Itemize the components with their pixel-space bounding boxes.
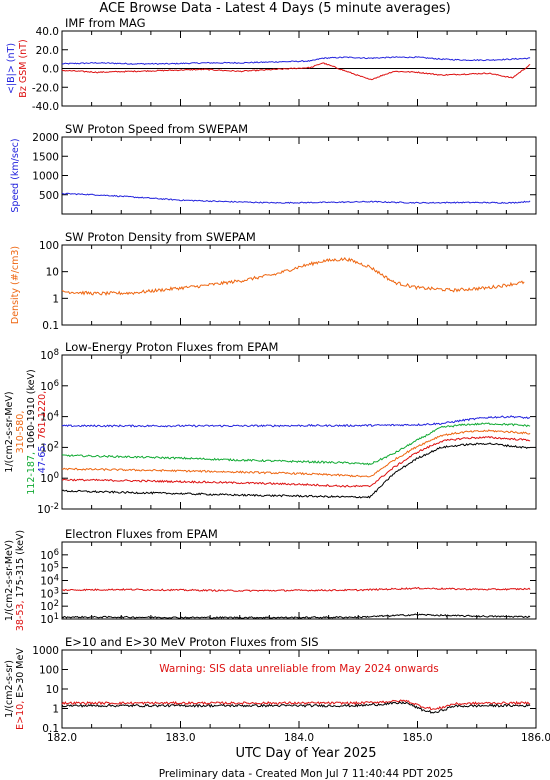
series-line-black xyxy=(61,613,531,620)
y-tick-label: -20.0 xyxy=(32,82,59,94)
y-axis-channel-label: E>10, E>30 MeV xyxy=(15,648,26,730)
series-line-blue xyxy=(61,56,531,65)
series-line-red xyxy=(61,699,531,711)
y-axis-label-secondary: Bz GSM (nT) xyxy=(18,39,29,97)
y-axis-label: Speed (km/sec) xyxy=(10,138,21,212)
y-tick-label: 1000 xyxy=(32,645,59,657)
y-axis-channel-label: 112-187, 1060-1910 (keV) xyxy=(26,369,37,494)
y-tick-label: 2000 xyxy=(32,132,59,144)
panel-4: Low-Energy Proton Fluxes from EPAM108106… xyxy=(4,340,537,516)
y-tick-label: 0.0 xyxy=(42,64,59,76)
series-line-red xyxy=(61,435,531,488)
panel-annotation: Warning: SIS data unreliable from May 20… xyxy=(159,663,439,675)
series-line-red xyxy=(62,586,531,593)
series-line-orange xyxy=(61,257,525,296)
y-axis-channel-label: 310-580, xyxy=(15,411,26,454)
y-axis-unit-label: 1/(cm2-s-sr-MeV) xyxy=(4,391,15,472)
panel-title: SW Proton Density from SWEPAM xyxy=(65,230,256,244)
series-line-green xyxy=(61,422,531,466)
series-line-blue xyxy=(61,192,531,204)
y-tick-label: 10 xyxy=(46,684,59,696)
x-axis: UTC Day of Year 2025 182.0 183.0 184.0 185.… xyxy=(47,732,550,761)
panel-title: IMF from MAG xyxy=(65,16,146,30)
y-tick-label: 1 xyxy=(52,293,59,305)
x-tick-label: 184.0 xyxy=(284,732,314,744)
footer-note: Preliminary data - Created Mon Jul 7 11:… xyxy=(159,768,454,780)
x-tick-label: 182.0 xyxy=(47,732,77,744)
panel-title: Electron Fluxes from EPAM xyxy=(65,527,218,541)
y-axis-label: Density (#/cm3) xyxy=(10,246,21,324)
x-tick-label: 185.0 xyxy=(402,732,432,744)
y-tick-label: 10 xyxy=(46,267,59,279)
y-tick-label: 40.0 xyxy=(36,26,59,38)
series-line-black xyxy=(61,701,531,714)
panel-2: SW Proton Speed from SWEPAM 2000 1500 1000 5… xyxy=(10,122,537,215)
y-tick-label: 1000 xyxy=(32,171,59,183)
y-axis-unit-label: 1/(cm2-s-sr) xyxy=(4,660,15,718)
panel-title: SW Proton Speed from SWEPAM xyxy=(65,122,248,136)
y-tick-label: 0.1 xyxy=(42,320,59,332)
y-tick-label: 100 xyxy=(39,240,59,252)
x-tick-label: 183.0 xyxy=(165,732,195,744)
x-axis-label: UTC Day of Year 2025 xyxy=(235,746,376,761)
panel-3: SW Proton Density from SWEPAM 100 10 1 0.1 De… xyxy=(10,230,537,332)
y-tick-label: 20.0 xyxy=(36,45,59,57)
y-tick-label: 1 xyxy=(52,704,59,716)
y-tick-label: 100 xyxy=(39,665,59,677)
y-axis-label: <|B|> (nT) xyxy=(6,43,17,94)
x-tick-label: 186.0 xyxy=(521,732,550,744)
series-line-orange xyxy=(61,429,531,478)
panel-6: E>10 and E>30 MeV Proton Fluxes from SIS… xyxy=(4,635,537,735)
page-title: ACE Browse Data - Latest 4 Days (5 minut… xyxy=(99,1,450,16)
y-tick-label: 0.1 xyxy=(42,723,59,735)
series-line-red xyxy=(61,62,531,81)
y-axis-channel-label: 38-53, 175-315 (keV) xyxy=(15,530,26,631)
series-line-black xyxy=(61,442,531,499)
y-tick-label: 500 xyxy=(39,190,59,202)
panel-1: IMF from MAG 40.0 20.0 0.0 -20.0 -40.0 <|B|> (… xyxy=(6,16,537,113)
y-axis-unit-label: 1/(cm2-s-sr-MeV) xyxy=(4,540,15,621)
panel-title: Low-Energy Proton Fluxes from EPAM xyxy=(65,340,278,354)
y-axis-channel-label: 47-65, 761-1220, xyxy=(37,391,48,473)
y-tick-label: -40.0 xyxy=(32,101,59,113)
series-line-blue xyxy=(61,415,531,428)
y-tick-label: 1500 xyxy=(32,151,59,163)
panel-title: E>10 and E>30 MeV Proton Fluxes from SIS xyxy=(65,635,319,649)
